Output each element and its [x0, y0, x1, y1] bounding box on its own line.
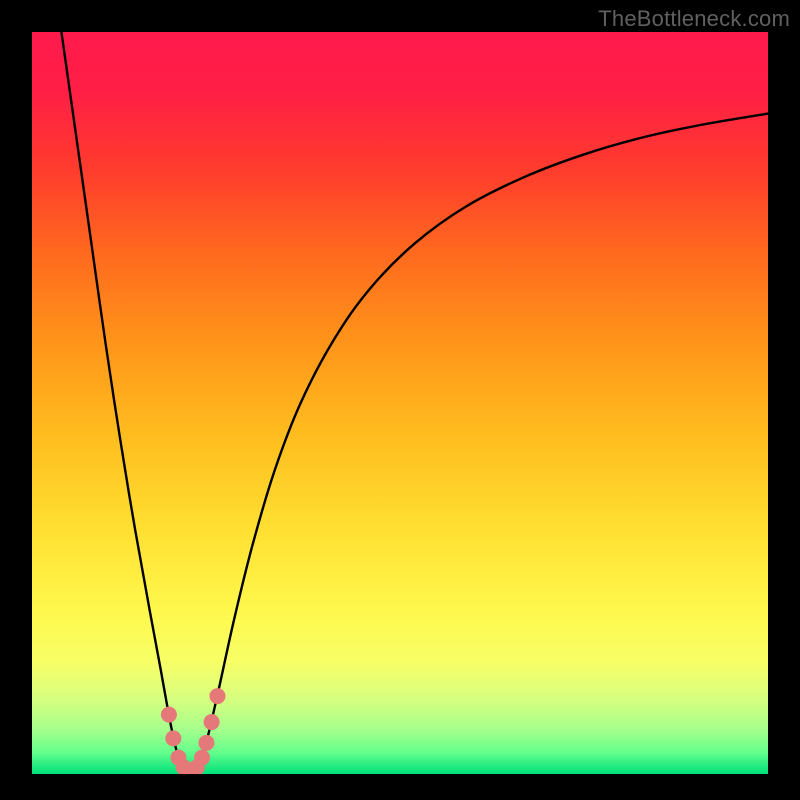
curve-marker [165, 730, 181, 746]
plot-frame [32, 32, 768, 774]
curve-marker [194, 750, 210, 766]
bottleneck-curve-chart [32, 32, 768, 774]
curve-marker [161, 707, 177, 723]
chart-root: TheBottleneck.com [0, 0, 800, 800]
curve-marker [204, 714, 220, 730]
curve-marker [209, 688, 225, 704]
watermark-text: TheBottleneck.com [598, 6, 790, 32]
gradient-background [32, 32, 768, 774]
curve-marker [198, 735, 214, 751]
